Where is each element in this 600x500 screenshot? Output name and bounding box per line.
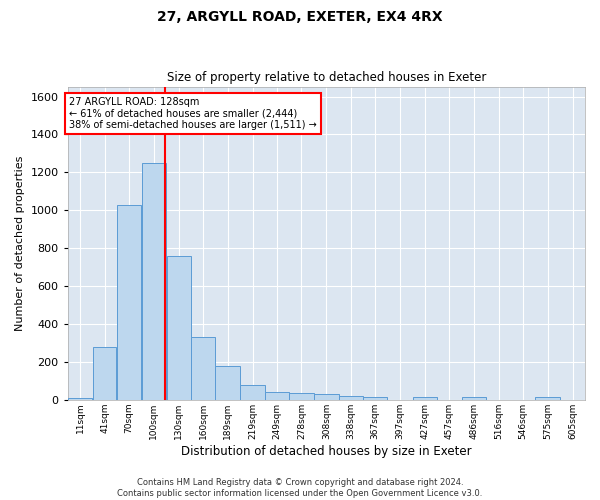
Bar [117,204,141,400]
Bar [191,337,215,400]
Bar [93,346,116,400]
Y-axis label: Number of detached properties: Number of detached properties [15,156,25,331]
Text: 27 ARGYLL ROAD: 128sqm
← 61% of detached houses are smaller (2,444)
38% of semi-: 27 ARGYLL ROAD: 128sqm ← 61% of detached… [70,96,317,130]
Bar [215,366,240,400]
Bar [68,398,92,400]
Bar [413,398,437,400]
Bar [142,163,166,400]
Bar [461,398,486,400]
Bar [265,392,289,400]
Bar [241,384,265,400]
Bar [314,394,338,400]
Bar [535,398,560,400]
Bar [289,392,314,400]
Bar [363,397,388,400]
X-axis label: Distribution of detached houses by size in Exeter: Distribution of detached houses by size … [181,444,472,458]
Bar [167,256,191,400]
Text: 27, ARGYLL ROAD, EXETER, EX4 4RX: 27, ARGYLL ROAD, EXETER, EX4 4RX [157,10,443,24]
Title: Size of property relative to detached houses in Exeter: Size of property relative to detached ho… [167,72,486,85]
Bar [339,396,362,400]
Text: Contains HM Land Registry data © Crown copyright and database right 2024.
Contai: Contains HM Land Registry data © Crown c… [118,478,482,498]
